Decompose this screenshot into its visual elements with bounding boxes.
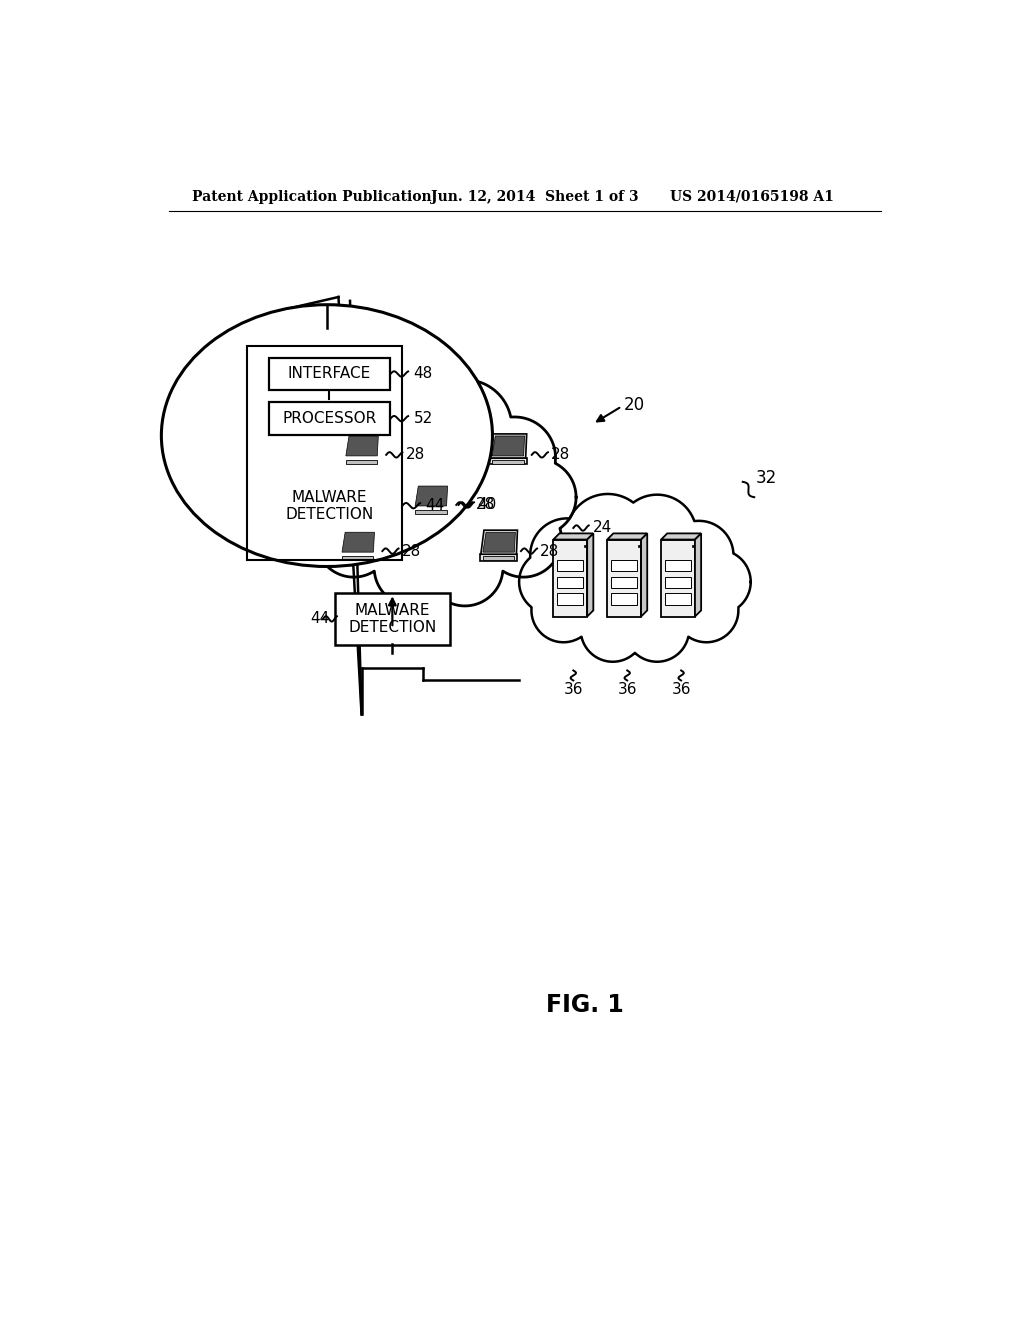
FancyBboxPatch shape: [268, 403, 390, 434]
Polygon shape: [489, 458, 526, 465]
Polygon shape: [342, 556, 374, 560]
Text: 28: 28: [401, 544, 421, 558]
Polygon shape: [692, 545, 694, 548]
Text: 36: 36: [617, 682, 637, 697]
Polygon shape: [665, 577, 691, 589]
Polygon shape: [346, 436, 378, 455]
Polygon shape: [607, 540, 641, 616]
Text: 44: 44: [310, 611, 330, 627]
Text: 28: 28: [541, 544, 559, 558]
Text: US 2014/0165198 A1: US 2014/0165198 A1: [670, 190, 834, 203]
Text: Jun. 12, 2014  Sheet 1 of 3: Jun. 12, 2014 Sheet 1 of 3: [431, 190, 639, 203]
Text: 24: 24: [593, 520, 611, 536]
Polygon shape: [665, 560, 691, 572]
Polygon shape: [553, 540, 587, 616]
Text: 36: 36: [563, 682, 583, 697]
FancyBboxPatch shape: [268, 358, 390, 391]
Polygon shape: [483, 556, 514, 560]
Polygon shape: [343, 458, 380, 465]
Polygon shape: [493, 436, 524, 455]
Polygon shape: [638, 545, 640, 548]
Text: 28: 28: [551, 447, 570, 462]
Polygon shape: [490, 434, 526, 458]
Text: 28: 28: [406, 447, 425, 462]
Text: 48: 48: [414, 367, 433, 381]
Polygon shape: [557, 577, 584, 589]
Ellipse shape: [162, 305, 493, 566]
Polygon shape: [480, 554, 517, 561]
Polygon shape: [415, 486, 447, 506]
Polygon shape: [584, 545, 587, 548]
Polygon shape: [662, 533, 701, 540]
Polygon shape: [413, 484, 450, 508]
Text: 20: 20: [624, 396, 644, 413]
Polygon shape: [481, 531, 517, 554]
Text: 44: 44: [425, 498, 444, 513]
Text: MALWARE: MALWARE: [354, 603, 430, 618]
Text: 36: 36: [672, 682, 691, 697]
Polygon shape: [607, 533, 647, 540]
Polygon shape: [483, 532, 515, 552]
Text: Patent Application Publication: Patent Application Publication: [193, 190, 432, 203]
Text: FIG. 1: FIG. 1: [546, 994, 624, 1018]
FancyBboxPatch shape: [335, 593, 451, 645]
Polygon shape: [553, 533, 593, 540]
Polygon shape: [557, 594, 584, 605]
Polygon shape: [493, 461, 523, 463]
Text: 28: 28: [475, 498, 495, 512]
Polygon shape: [611, 577, 637, 589]
Text: MALWARE: MALWARE: [292, 490, 367, 504]
Text: 52: 52: [414, 411, 433, 426]
Polygon shape: [557, 560, 584, 572]
Polygon shape: [340, 531, 377, 554]
Polygon shape: [342, 532, 375, 552]
Polygon shape: [695, 533, 701, 616]
Polygon shape: [662, 540, 695, 616]
Polygon shape: [611, 594, 637, 605]
Text: 32: 32: [756, 469, 777, 487]
Polygon shape: [346, 461, 377, 463]
Polygon shape: [611, 560, 637, 572]
Text: INTERFACE: INTERFACE: [288, 367, 371, 381]
Polygon shape: [412, 508, 450, 515]
Text: DETECTION: DETECTION: [348, 620, 436, 635]
Text: DETECTION: DETECTION: [285, 507, 374, 523]
Polygon shape: [641, 533, 647, 616]
Text: PROCESSOR: PROCESSOR: [282, 411, 377, 426]
Polygon shape: [587, 533, 593, 616]
Text: 40: 40: [477, 498, 497, 512]
Polygon shape: [415, 510, 446, 513]
Polygon shape: [665, 594, 691, 605]
Polygon shape: [344, 434, 380, 458]
Polygon shape: [339, 554, 377, 561]
